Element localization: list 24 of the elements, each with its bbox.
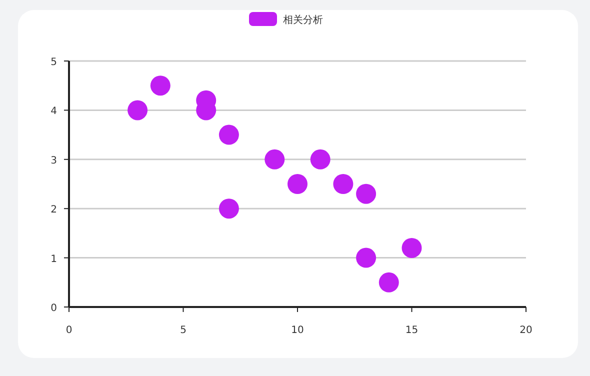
legend-label: 相关分析 [283,14,323,26]
y-tick-label: 2 [50,204,57,216]
point [264,149,285,170]
x-tick-label: 20 [520,325,532,336]
y-tick-label: 5 [50,57,57,68]
x-tick-label: 15 [405,325,418,336]
y-tick-label: 4 [50,106,57,118]
y-tick-label: 0 [50,303,57,314]
point [378,272,399,292]
point [128,100,148,120]
x-tick-label: 5 [180,325,186,336]
y-tick-label: 3 [50,155,57,166]
point [218,198,239,219]
point [356,248,376,268]
point [333,174,354,194]
point [218,124,239,145]
y-tick-label: 1 [50,254,57,265]
point [402,238,422,258]
point [288,174,308,194]
point [310,149,330,170]
x-tick-label: 0 [66,325,72,336]
x-tick-label: 10 [291,325,304,336]
point [356,184,376,204]
point [150,76,170,96]
